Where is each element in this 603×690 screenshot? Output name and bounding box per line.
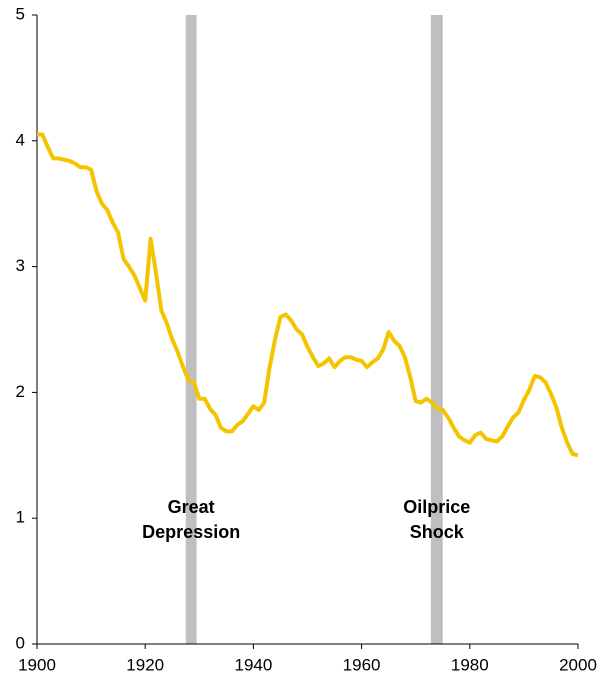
x-tick-label: 2000 xyxy=(559,655,597,674)
y-tick-label: 0 xyxy=(16,633,25,652)
shaded-band xyxy=(185,15,197,644)
x-tick-label: 1980 xyxy=(451,655,489,674)
line-series xyxy=(37,132,579,458)
y-tick-label: 4 xyxy=(16,130,25,149)
x-tick-label: 1960 xyxy=(343,655,381,674)
annotation: Great xyxy=(168,497,215,517)
x-tick-label: 1940 xyxy=(234,655,272,674)
annotation: Depression xyxy=(142,522,240,542)
y-tick-label: 1 xyxy=(16,508,25,527)
y-tick-label: 3 xyxy=(16,256,25,275)
annotation: Shock xyxy=(410,522,465,542)
shaded-band xyxy=(430,15,443,644)
y-tick-label: 5 xyxy=(16,4,25,23)
x-tick-label: 1920 xyxy=(126,655,164,674)
x-tick-label: 1900 xyxy=(18,655,56,674)
annotation: Oilprice xyxy=(403,497,470,517)
y-tick-label: 2 xyxy=(16,382,25,401)
